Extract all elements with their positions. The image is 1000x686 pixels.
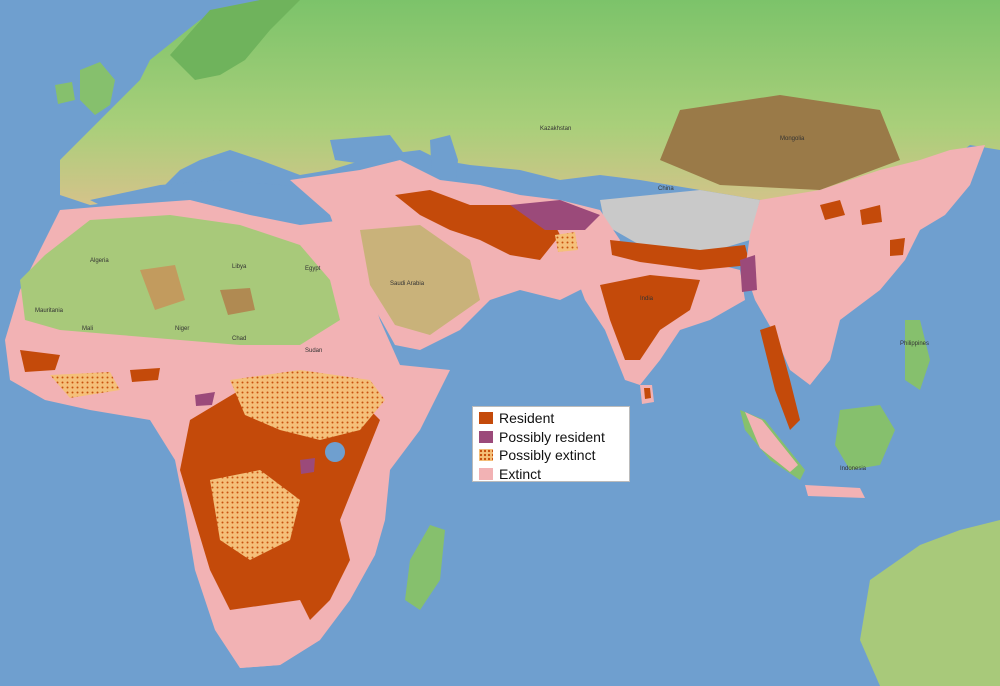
- legend-swatch-possibly-resident: [479, 430, 493, 443]
- ahaggar-highlands: [140, 265, 185, 310]
- label-niger: Niger: [175, 326, 189, 332]
- australia-land: [860, 520, 1000, 686]
- label-philippines: Philippines: [900, 341, 929, 347]
- legend-item-resident: Resident: [479, 409, 623, 428]
- java-extinct: [805, 485, 865, 498]
- label-kazakhstan: Kazakhstan: [540, 126, 571, 132]
- legend-swatch-extinct: [479, 467, 493, 480]
- legend-swatch-resident: [479, 412, 493, 425]
- sahel-resident: [130, 368, 160, 382]
- label-mongolia: Mongolia: [780, 136, 805, 142]
- central-asia-pr: [510, 200, 600, 230]
- africa-extinct-south: [230, 600, 320, 668]
- himalaya-resident: [610, 240, 750, 270]
- legend-label-resident: Resident: [499, 410, 555, 427]
- arabia-interior: [360, 225, 480, 335]
- legend-label-possibly-resident: Possibly resident: [499, 428, 605, 445]
- black-sea: [330, 135, 405, 165]
- legend-swatch-possibly-extinct: [479, 449, 493, 462]
- myanmar-pr: [740, 255, 757, 292]
- lake-victoria: [325, 442, 345, 462]
- legend-label-extinct: Extinct: [499, 465, 542, 482]
- britain-land: [80, 62, 115, 115]
- label-chad: Chad: [232, 336, 246, 342]
- tibet-plateau: [600, 190, 760, 255]
- borneo-land: [835, 405, 895, 470]
- africa-possibly-extinct: [230, 370, 385, 440]
- scandinavia-land: [170, 0, 300, 80]
- label-egypt: Egypt: [305, 266, 321, 272]
- afghan-pe: [555, 232, 578, 252]
- label-mauritania: Mauritania: [35, 308, 64, 314]
- label-mali: Mali: [82, 326, 93, 332]
- label-algeria: Algeria: [90, 258, 109, 264]
- india-resident: [600, 275, 700, 360]
- africa-possibly-extinct-south: [210, 470, 300, 560]
- indochina-resident: [760, 325, 800, 430]
- sahara-interior: [20, 215, 340, 345]
- label-china: China: [658, 186, 674, 192]
- china-resident-3: [890, 238, 905, 256]
- africa-pr-1: [195, 392, 215, 406]
- label-libya: Libya: [232, 264, 247, 270]
- tibesti-highlands: [220, 288, 255, 315]
- label-sudan: Sudan: [305, 348, 322, 354]
- map-legend: Resident Possibly resident Possibly exti…: [472, 406, 630, 482]
- country-labels: Algeria Libya Egypt Mauritania Mali Nige…: [35, 126, 929, 472]
- label-india: India: [640, 296, 654, 302]
- west-africa-resident: [20, 350, 60, 372]
- sumatra-extinct: [745, 412, 798, 472]
- legend-label-possibly-extinct: Possibly extinct: [499, 447, 596, 464]
- west-africa-pe: [50, 372, 120, 398]
- label-saudi-arabia: Saudi Arabia: [390, 281, 425, 287]
- china-extinct: [745, 145, 985, 385]
- madagascar-land: [405, 525, 445, 610]
- legend-item-possibly-extinct: Possibly extinct: [479, 446, 623, 465]
- legend-item-possibly-resident: Possibly resident: [479, 428, 623, 447]
- africa-pr-2: [300, 458, 315, 474]
- mediterranean-sea: [90, 180, 345, 225]
- mongolia-highlands: [660, 95, 900, 190]
- philippines-land: [905, 320, 930, 390]
- sri-lanka-resident: [644, 388, 651, 399]
- china-resident-1: [820, 200, 845, 220]
- label-indonesia: Indonesia: [840, 466, 867, 472]
- ireland-land: [55, 82, 75, 104]
- legend-item-extinct: Extinct: [479, 465, 623, 484]
- china-resident-2: [860, 205, 882, 225]
